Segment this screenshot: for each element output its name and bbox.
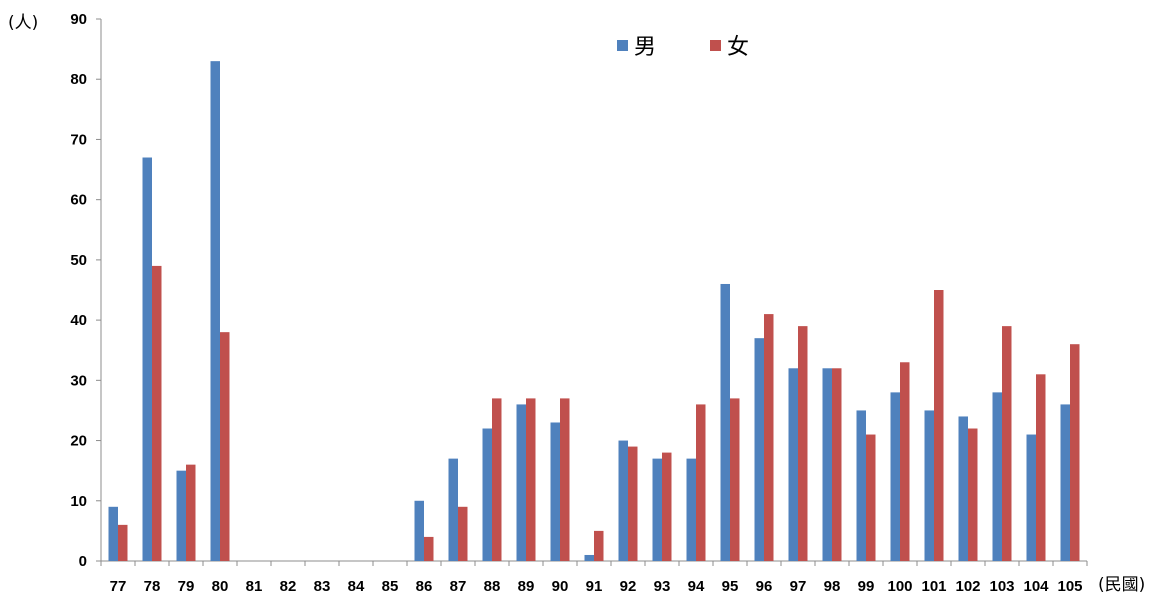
x-tick-label: 96: [756, 578, 773, 595]
bar-male: [618, 440, 628, 561]
x-tick-label: 79: [178, 578, 195, 595]
bar-male: [720, 283, 730, 561]
x-tick-label: 90: [552, 578, 569, 595]
x-tick-label: 103: [989, 578, 1014, 595]
bar-male: [924, 410, 934, 561]
bar-female: [934, 290, 944, 561]
y-tick-label: 30: [70, 372, 87, 389]
bar-male: [584, 554, 594, 561]
x-tick-label: 82: [280, 578, 297, 595]
x-tick-label: 98: [824, 578, 841, 595]
x-tick-label: 80: [212, 578, 229, 595]
bar-male: [958, 416, 968, 561]
bar-male: [448, 458, 458, 561]
bar-male: [210, 61, 220, 562]
x-tick-label: 89: [518, 578, 535, 595]
x-tick-label: 84: [348, 578, 365, 595]
y-tick-label: 10: [70, 493, 87, 510]
bar-female: [594, 530, 604, 561]
legend-swatch-male: [617, 40, 628, 51]
bar-female: [220, 332, 230, 561]
bar-female: [696, 404, 706, 561]
x-tick-label: 77: [110, 578, 127, 595]
bar-female: [118, 524, 128, 561]
y-tick-label: 90: [70, 11, 87, 28]
x-tick-label: 105: [1057, 578, 1082, 595]
bar-female: [492, 398, 502, 561]
x-tick-label: 81: [246, 578, 263, 595]
bar-female: [1036, 374, 1046, 561]
x-tick-label: 78: [144, 578, 161, 595]
bar-male: [176, 470, 186, 561]
bar-female: [730, 398, 740, 561]
bar-female: [458, 506, 468, 561]
y-tick-label: 40: [70, 312, 87, 329]
legend-label-female: 女: [727, 35, 749, 60]
legend-label-male: 男: [634, 35, 656, 60]
x-tick-label: 94: [688, 578, 705, 595]
bar-female: [186, 464, 196, 561]
x-tick-label: 91: [586, 578, 603, 595]
bar-male: [822, 368, 832, 561]
bar-male: [1060, 404, 1070, 561]
x-tick-label: 104: [1023, 578, 1049, 595]
x-tick-label: 99: [858, 578, 875, 595]
y-axis: 0 10 20 30 40 50 60 70 80 90: [70, 11, 102, 570]
y-tick-label: 60: [70, 192, 87, 209]
bar-male: [754, 338, 764, 561]
bar-female: [1002, 326, 1012, 561]
x-tick-label: 102: [955, 578, 980, 595]
y-tick-label: 80: [70, 71, 87, 88]
bar-male: [856, 410, 866, 561]
bar-female: [424, 536, 434, 561]
bar-female: [866, 434, 876, 561]
bar-female: [798, 326, 808, 561]
bar-male: [652, 458, 662, 561]
bar-male: [788, 368, 798, 561]
bar-male: [516, 404, 526, 561]
bar-male: [108, 506, 118, 561]
x-tick-label: 101: [921, 578, 946, 595]
bar-female: [968, 428, 978, 561]
x-tick-label: 85: [382, 578, 399, 595]
x-tick-label: 88: [484, 578, 501, 595]
x-tick-label: 92: [620, 578, 637, 595]
x-tick-label: 86: [416, 578, 433, 595]
x-tick-label: 97: [790, 578, 807, 595]
y-tick-label: 0: [79, 553, 87, 570]
x-tick-label: 95: [722, 578, 739, 595]
bar-female: [662, 452, 672, 561]
legend-swatch-female: [710, 40, 721, 51]
bar-female: [1070, 344, 1080, 561]
y-tick-label: 20: [70, 433, 87, 450]
bar-male: [414, 500, 424, 561]
bar-female: [764, 314, 774, 561]
bar-female: [152, 265, 162, 561]
bar-male: [686, 458, 696, 561]
bars: [108, 61, 1080, 562]
x-tick-label: 93: [654, 578, 671, 595]
bar-female: [628, 446, 638, 561]
bar-male: [482, 428, 492, 561]
y-unit-label: (人): [8, 13, 38, 33]
bar-male: [1026, 434, 1036, 561]
bar-male: [992, 392, 1002, 561]
x-axis: 77 78 79 80 81 82 83 84 85 86 87 88 89 90 91 92 93 94 95 96…: [100, 560, 1088, 595]
x-tick-label: 100: [887, 578, 912, 595]
legend: 男 女: [617, 35, 749, 60]
bar-male: [142, 157, 152, 561]
x-unit-label: (民國): [1098, 575, 1145, 595]
y-tick-label: 70: [70, 131, 87, 148]
bar-female: [832, 368, 842, 561]
bar-male: [550, 422, 560, 561]
y-tick-label: 50: [70, 252, 87, 269]
bar-female: [526, 398, 536, 561]
bar-male: [890, 392, 900, 561]
x-tick-label: 83: [314, 578, 331, 595]
bar-female: [560, 398, 570, 561]
bar-female: [900, 362, 910, 561]
x-tick-label: 87: [450, 578, 467, 595]
